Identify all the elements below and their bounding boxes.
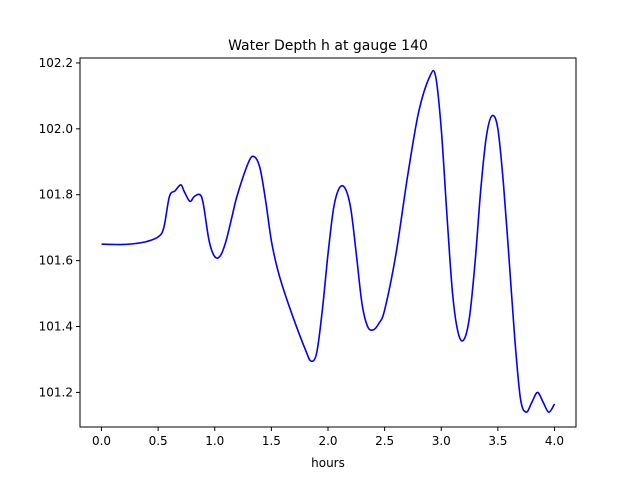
y-tick-label: 102.2 xyxy=(39,56,73,70)
x-axis: 0.0 0.5 1.0 1.5 2.0 2.5 3.0 3.5 4.0 xyxy=(92,427,564,448)
x-tick-label: 2.5 xyxy=(375,434,394,448)
x-tick-label: 3.0 xyxy=(432,434,451,448)
x-tick-label: 1.0 xyxy=(205,434,224,448)
x-axis-label: hours xyxy=(311,456,345,470)
plot-area xyxy=(101,69,556,413)
plot-frame xyxy=(79,57,577,428)
x-tick-label: 0.5 xyxy=(149,434,168,448)
y-tick-label: 101.8 xyxy=(39,188,73,202)
series-line xyxy=(101,69,556,413)
x-tick-label: 3.5 xyxy=(488,434,507,448)
x-tick-label: 4.0 xyxy=(545,434,564,448)
y-axis: 101.2 101.4 101.6 101.8 102.0 102.2 xyxy=(39,56,80,399)
x-tick-label: 0.0 xyxy=(92,434,111,448)
y-tick-label: 101.4 xyxy=(39,320,73,334)
y-tick-label: 102.0 xyxy=(39,122,73,136)
chart-title: Water Depth h at gauge 140 xyxy=(228,38,428,54)
y-tick-label: 101.6 xyxy=(39,254,73,268)
x-tick-label: 1.5 xyxy=(262,434,281,448)
x-tick-label: 2.0 xyxy=(318,434,337,448)
y-tick-label: 101.2 xyxy=(39,385,73,399)
